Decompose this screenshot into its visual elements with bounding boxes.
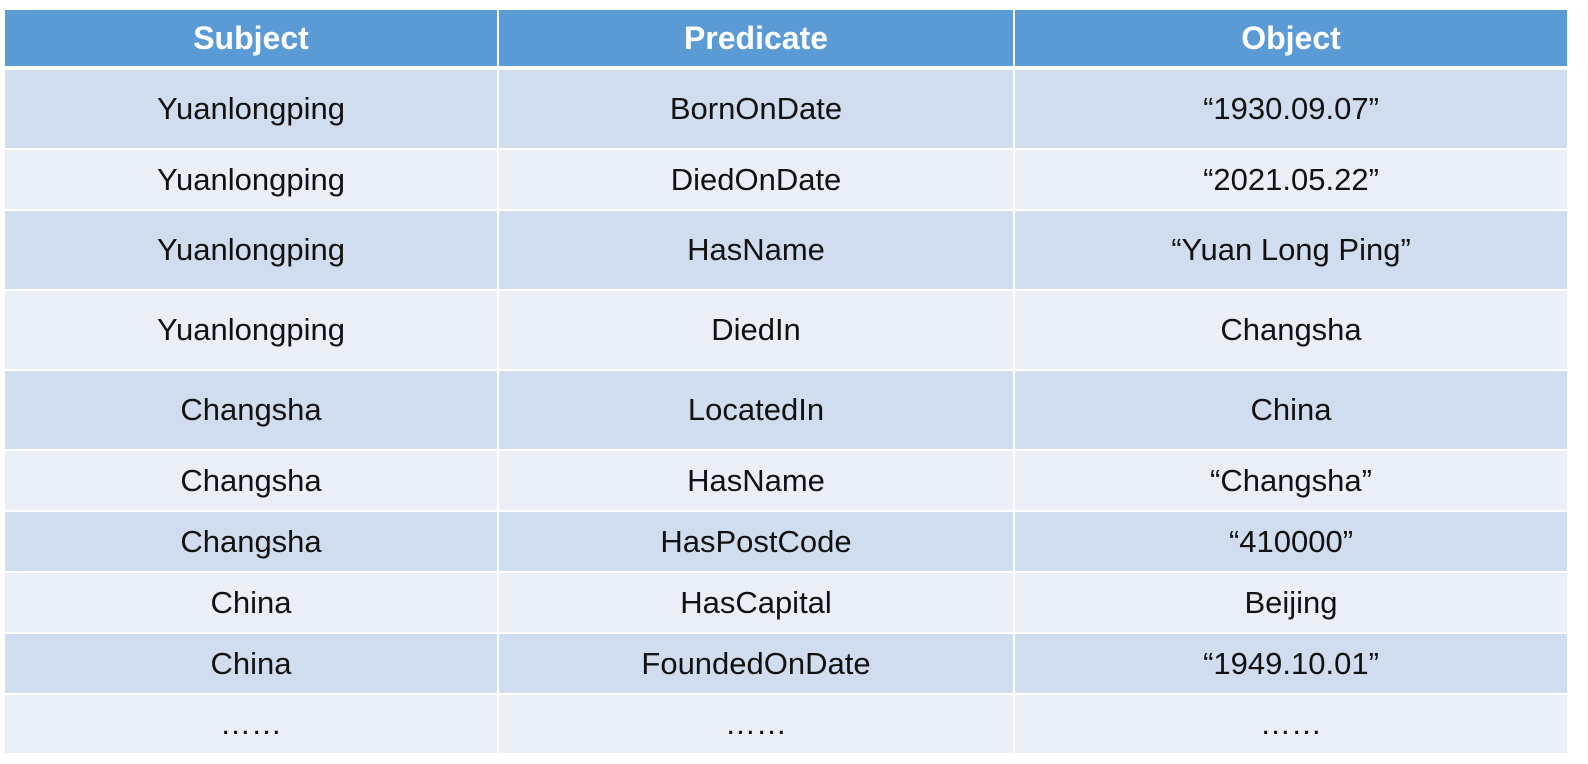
object-cell: “1930.09.07” (1014, 68, 1567, 150)
object-cell: “410000” (1014, 511, 1567, 573)
object-cell: Changsha (1014, 290, 1567, 371)
table-row: Changsha HasPostCode “410000” (5, 511, 1567, 573)
predicate-cell: HasName (498, 210, 1015, 291)
predicate-cell: DiedIn (498, 290, 1015, 371)
subject-cell: Yuanlongping (5, 68, 499, 150)
subject-cell: Yuanlongping (5, 210, 499, 291)
subject-cell: …… (5, 694, 499, 755)
table-row: Yuanlongping DiedIn Changsha (5, 290, 1567, 371)
object-cell: “2021.05.22” (1014, 149, 1567, 211)
predicate-cell: FoundedOnDate (498, 633, 1015, 695)
object-cell: “1949.10.01” (1014, 633, 1567, 695)
subject-cell: Changsha (5, 450, 499, 512)
header-subject: Subject (5, 10, 499, 70)
predicate-cell: HasCapital (498, 572, 1015, 634)
table-row: China HasCapital Beijing (5, 572, 1567, 634)
subject-cell: Changsha (5, 511, 499, 573)
subject-cell: China (5, 572, 499, 634)
header-object: Object (1014, 10, 1567, 70)
triples-table: Subject Predicate Object Yuanlongping Bo… (5, 10, 1567, 755)
table-row: China FoundedOnDate “1949.10.01” (5, 633, 1567, 695)
object-cell: “Changsha” (1014, 450, 1567, 512)
subject-cell: Yuanlongping (5, 290, 499, 371)
object-cell: China (1014, 370, 1567, 451)
predicate-cell: DiedOnDate (498, 149, 1015, 211)
predicate-cell: HasPostCode (498, 511, 1015, 573)
table-row: Yuanlongping HasName “Yuan Long Ping” (5, 210, 1567, 291)
subject-cell: Changsha (5, 370, 499, 451)
object-cell: Beijing (1014, 572, 1567, 634)
object-cell: “Yuan Long Ping” (1014, 210, 1567, 291)
predicate-cell: HasName (498, 450, 1015, 512)
table-row: Yuanlongping DiedOnDate “2021.05.22” (5, 149, 1567, 211)
subject-cell: Yuanlongping (5, 149, 499, 211)
header-predicate: Predicate (498, 10, 1015, 70)
table-row: Changsha HasName “Changsha” (5, 450, 1567, 512)
table-row: Changsha LocatedIn China (5, 370, 1567, 451)
table-row: Yuanlongping BornOnDate “1930.09.07” (5, 68, 1567, 150)
header-row: Subject Predicate Object (5, 10, 1567, 70)
subject-cell: China (5, 633, 499, 695)
predicate-cell: BornOnDate (498, 68, 1015, 150)
object-cell: …… (1014, 694, 1567, 755)
predicate-cell: …… (498, 694, 1015, 755)
predicate-cell: LocatedIn (498, 370, 1015, 451)
table-row-ellipsis: …… …… …… (5, 694, 1567, 755)
